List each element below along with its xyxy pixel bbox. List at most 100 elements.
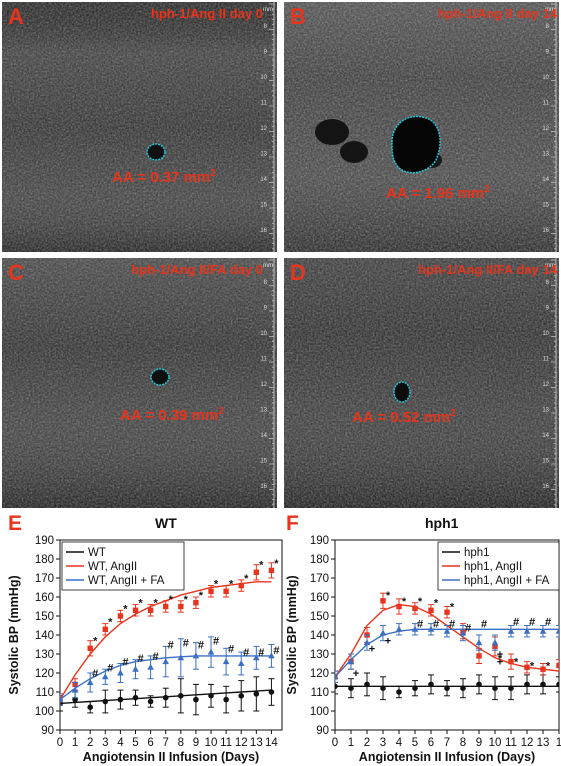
significance-mark: # bbox=[213, 636, 219, 648]
scale-tick-label: 15 bbox=[542, 459, 549, 465]
data-point bbox=[72, 696, 78, 703]
legend-entry: WT bbox=[88, 547, 106, 559]
scale-tick-label: 14 bbox=[542, 433, 549, 439]
scale-tick-label: 12 bbox=[260, 126, 267, 132]
significance-mark: # bbox=[122, 657, 128, 669]
chart-f-title: hph1 bbox=[425, 515, 459, 531]
x-tick-label: 12 bbox=[235, 737, 248, 749]
scale-tick-label: 15 bbox=[260, 459, 267, 465]
significance-mark: * bbox=[138, 598, 143, 610]
significance-mark: # bbox=[137, 653, 143, 665]
data-point bbox=[132, 694, 139, 701]
y-tick-label: 180 bbox=[35, 554, 54, 566]
data-point bbox=[411, 625, 419, 632]
significance-mark: * bbox=[259, 560, 264, 572]
vessel-outline bbox=[146, 143, 166, 161]
x-tick-label: 3 bbox=[380, 737, 386, 749]
data-point bbox=[147, 663, 154, 670]
data-point bbox=[162, 694, 169, 701]
x-tick-label: 0 bbox=[332, 737, 338, 749]
chart-e-letter: E bbox=[8, 512, 23, 535]
chart-e-title: WT bbox=[155, 515, 177, 531]
data-point bbox=[193, 696, 199, 703]
data-point bbox=[222, 658, 230, 665]
legend-entry: hph1 bbox=[464, 547, 490, 559]
y-tick-label: 120 bbox=[35, 668, 54, 680]
scale-unit: mm bbox=[545, 7, 555, 13]
data-point bbox=[475, 639, 483, 646]
significance-mark: + bbox=[369, 643, 375, 655]
data-point bbox=[268, 652, 275, 659]
scale-tick-label: 9 bbox=[546, 50, 550, 56]
data-point bbox=[540, 666, 546, 672]
series-wt bbox=[335, 672, 559, 701]
legend-entry: hph1, AngII + FA bbox=[464, 575, 550, 587]
y-tick-label: 150 bbox=[310, 611, 329, 623]
x-tick-label: 4 bbox=[117, 737, 124, 749]
data-point bbox=[132, 665, 139, 672]
scale-unit: mm bbox=[263, 7, 273, 13]
y-tick-label: 90 bbox=[316, 725, 329, 737]
ultrasound-image-a: mm891011121314151617 bbox=[2, 2, 277, 252]
depth-scale: mm891011121314151617 bbox=[542, 258, 557, 508]
x-tick-label: 7 bbox=[163, 737, 169, 749]
y-tick-label: 100 bbox=[35, 706, 54, 718]
y-tick-label: 190 bbox=[310, 535, 329, 547]
x-axis-label: Angiotensin II Infusion (Days) bbox=[359, 750, 535, 764]
data-point bbox=[428, 607, 434, 613]
ultrasound-panel-d: mm891011121314151617 D hph-1/Ang II/FA d… bbox=[284, 258, 559, 508]
x-tick-label: 8 bbox=[178, 737, 184, 749]
legend-entry: WT, AngII bbox=[88, 561, 137, 573]
ultrasound-panel-c: mm891011121314151617 C hph-1/Ang II/FA d… bbox=[2, 258, 277, 508]
y-tick-label: 130 bbox=[35, 649, 54, 661]
y-tick-label: 160 bbox=[35, 592, 54, 604]
scale-unit: mm bbox=[545, 263, 555, 269]
x-tick-label: 4 bbox=[396, 737, 403, 749]
x-tick-label: 8 bbox=[460, 737, 466, 749]
data-point bbox=[117, 613, 124, 619]
scale-tick-label: 11 bbox=[261, 101, 268, 107]
data-point bbox=[396, 689, 402, 695]
scale-unit: mm bbox=[263, 263, 273, 269]
scale-tick-label: 12 bbox=[260, 382, 267, 388]
depth-scale: mm891011121314151617 bbox=[260, 258, 275, 508]
data-point bbox=[253, 691, 260, 697]
data-point bbox=[443, 627, 451, 634]
y-tick-label: 160 bbox=[310, 592, 329, 604]
y-tick-label: 150 bbox=[35, 611, 54, 623]
legend-entry: WT, AngII + FA bbox=[88, 575, 165, 587]
data-point bbox=[193, 600, 199, 606]
x-tick-label: 1 bbox=[72, 737, 78, 749]
significance-mark: * bbox=[153, 598, 158, 610]
x-tick-label: 2 bbox=[364, 737, 370, 749]
data-point bbox=[237, 660, 245, 666]
panel-label: D bbox=[290, 260, 306, 285]
data-point bbox=[102, 626, 109, 632]
x-tick-label: 13 bbox=[537, 737, 550, 749]
x-tick-label: 6 bbox=[147, 737, 153, 749]
scale-tick-label: 8 bbox=[264, 280, 268, 286]
panel-title: hph-1/Ang II/FA day 0 bbox=[131, 262, 263, 277]
data-point bbox=[412, 605, 418, 612]
significance-mark: + bbox=[497, 649, 503, 661]
data-point bbox=[238, 693, 245, 699]
scale-tick-label: 14 bbox=[260, 433, 267, 439]
data-point bbox=[444, 609, 450, 615]
significance-mark: # bbox=[513, 617, 519, 629]
x-tick-label: 11 bbox=[220, 737, 232, 749]
series-angii bbox=[335, 592, 559, 683]
data-point bbox=[207, 648, 215, 655]
data-point bbox=[380, 685, 386, 691]
significance-mark: # bbox=[153, 651, 159, 663]
scale-tick-label: 9 bbox=[264, 50, 268, 56]
y-tick-label: 90 bbox=[41, 725, 54, 737]
significance-mark: * bbox=[418, 596, 423, 608]
data-point bbox=[253, 569, 260, 575]
data-point bbox=[380, 598, 386, 604]
data-point bbox=[427, 625, 435, 632]
x-tick-label: 13 bbox=[250, 737, 263, 749]
panel-label: B bbox=[290, 4, 306, 29]
significance-mark: * bbox=[93, 636, 98, 648]
scale-tick-label: 11 bbox=[261, 357, 268, 363]
